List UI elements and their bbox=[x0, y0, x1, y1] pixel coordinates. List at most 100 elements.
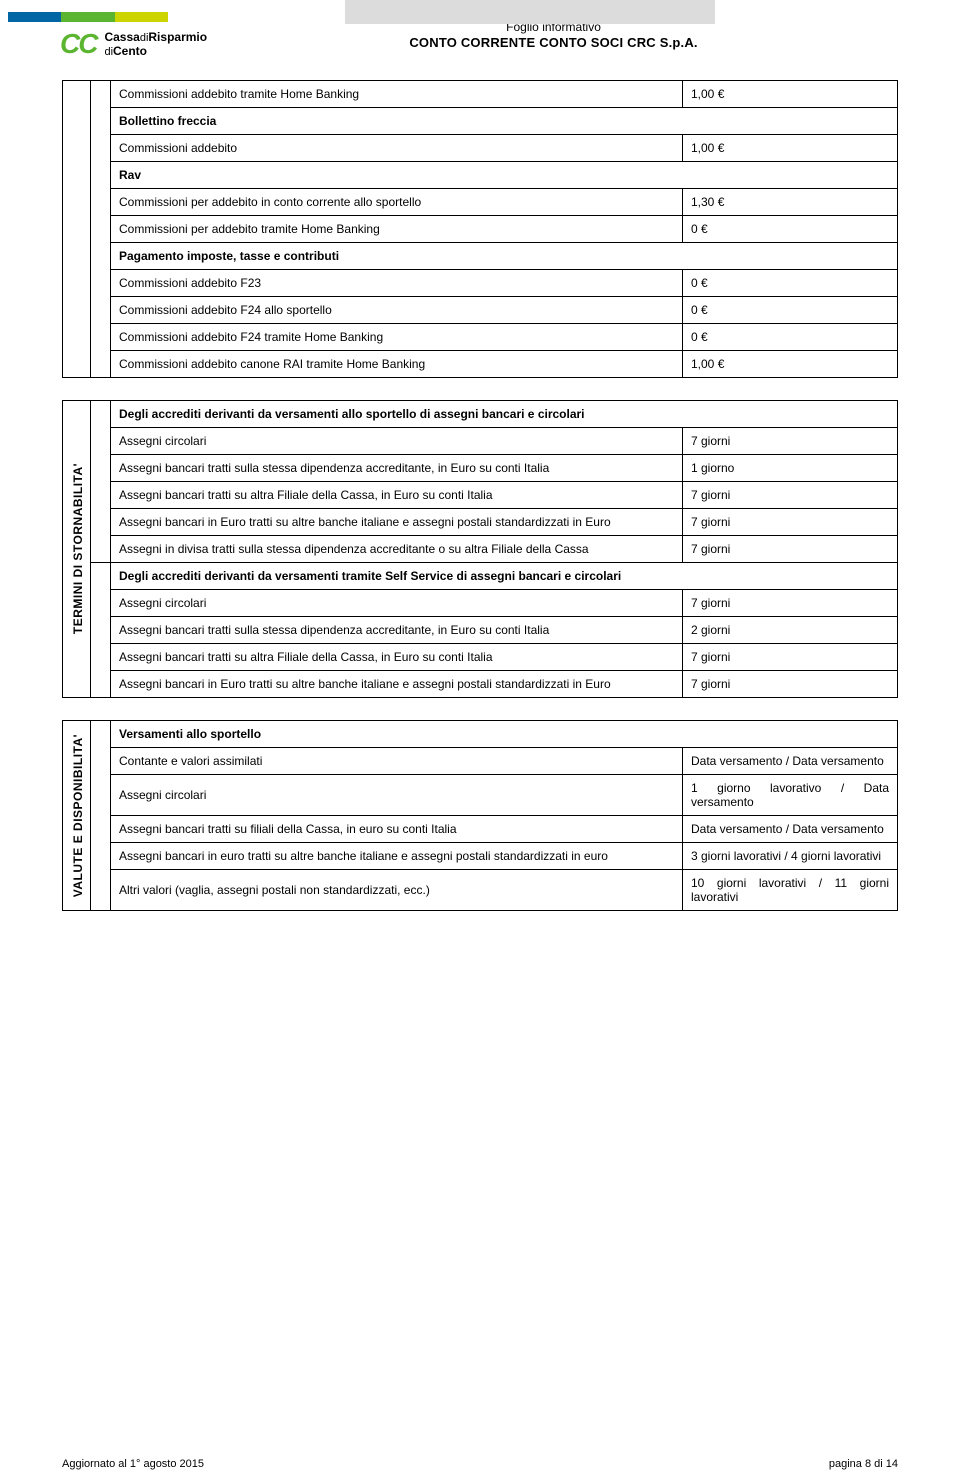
table-row: Assegni bancari in euro tratti su altre … bbox=[63, 843, 898, 870]
table-row: Commissioni addebito F24 tramite Home Ba… bbox=[63, 324, 898, 351]
row-value: 7 giorni bbox=[682, 671, 897, 698]
table-row: Degli accrediti derivanti da versamenti … bbox=[63, 563, 898, 590]
row-label: Commissioni addebito tramite Home Bankin… bbox=[111, 81, 683, 108]
row-value: 1 giorno lavorativo / Data versamento bbox=[683, 775, 898, 816]
row-value: 7 giorni bbox=[682, 509, 897, 536]
row-label: Assegni bancari tratti su filiali della … bbox=[111, 816, 683, 843]
table-row: Altri valori (vaglia, assegni postali no… bbox=[63, 870, 898, 911]
section-heading: Versamenti allo sportello bbox=[111, 721, 898, 748]
table-row: Assegni in divisa tratti sulla stessa di… bbox=[63, 536, 898, 563]
row-label: Assegni bancari tratti su altra Filiale … bbox=[111, 482, 683, 509]
side-label: VALUTE E DISPONIBILITA' bbox=[71, 734, 85, 897]
row-value: 7 giorni bbox=[682, 428, 897, 455]
row-label: Commissioni addebito F23 bbox=[111, 270, 683, 297]
row-label: Commissioni per addebito in conto corren… bbox=[111, 189, 683, 216]
table-row: Assegni circolari7 giorni bbox=[63, 428, 898, 455]
spacer-cell bbox=[91, 81, 111, 378]
row-label: Altri valori (vaglia, assegni postali no… bbox=[111, 870, 683, 911]
side-label-cell: TERMINI DI STORNABILITA' bbox=[63, 401, 91, 698]
header-title: CONTO CORRENTE CONTO SOCI CRC S.p.A. bbox=[207, 35, 900, 50]
row-label: Assegni circolari bbox=[111, 590, 683, 617]
row-label: Contante e valori assimilati bbox=[111, 748, 683, 775]
row-label: Assegni bancari in Euro tratti su altre … bbox=[111, 671, 683, 698]
table-row: Assegni bancari in Euro tratti su altre … bbox=[63, 671, 898, 698]
logo-cc-icon: CC bbox=[60, 28, 96, 60]
section-heading: Rav bbox=[111, 162, 898, 189]
table-row: Assegni bancari tratti su altra Filiale … bbox=[63, 644, 898, 671]
side-label-cell: VALUTE E DISPONIBILITA' bbox=[63, 721, 91, 911]
table-row: Assegni circolari7 giorni bbox=[63, 590, 898, 617]
row-value: 0 € bbox=[683, 324, 898, 351]
header-gray-tab bbox=[345, 0, 715, 24]
table-row: Commissioni addebito F230 € bbox=[63, 270, 898, 297]
row-value: 3 giorni lavorativi / 4 giorni lavorativ… bbox=[683, 843, 898, 870]
table-row: Bollettino freccia bbox=[63, 108, 898, 135]
page-content: Commissioni addebito tramite Home Bankin… bbox=[0, 66, 960, 919]
row-value: 1,00 € bbox=[683, 351, 898, 378]
row-label: Assegni in divisa tratti sulla stessa di… bbox=[111, 536, 683, 563]
row-value: 7 giorni bbox=[682, 590, 897, 617]
side-label: TERMINI DI STORNABILITA' bbox=[71, 463, 85, 634]
row-label: Commissioni addebito bbox=[111, 135, 683, 162]
row-label: Commissioni per addebito tramite Home Ba… bbox=[111, 216, 683, 243]
row-value: 0 € bbox=[683, 297, 898, 324]
row-value: 7 giorni bbox=[682, 482, 897, 509]
side-cell-empty bbox=[63, 81, 91, 378]
row-value: 7 giorni bbox=[682, 644, 897, 671]
row-value: Data versamento / Data versamento bbox=[683, 816, 898, 843]
section-heading: Degli accrediti derivanti da versamenti … bbox=[111, 563, 898, 590]
logo-thin-2: di bbox=[104, 46, 113, 58]
row-label: Commissioni addebito canone RAI tramite … bbox=[111, 351, 683, 378]
row-label: Assegni circolari bbox=[111, 775, 683, 816]
bank-logo: CC CassadiRisparmio diCento bbox=[60, 18, 207, 60]
stornabilita-table: TERMINI DI STORNABILITA' Degli accrediti… bbox=[62, 400, 898, 698]
table-row: Commissioni per addebito tramite Home Ba… bbox=[63, 216, 898, 243]
footer-date: Aggiornato al 1° agosto 2015 bbox=[62, 1458, 204, 1470]
section-heading: Pagamento imposte, tasse e contributi bbox=[111, 243, 898, 270]
table-row: Commissioni addebito F24 allo sportello0… bbox=[63, 297, 898, 324]
logo-word-3: Cento bbox=[113, 44, 147, 58]
commissions-table: Commissioni addebito tramite Home Bankin… bbox=[62, 80, 898, 378]
table-row: Assegni bancari tratti sulla stessa dipe… bbox=[63, 617, 898, 644]
table-row: Rav bbox=[63, 162, 898, 189]
row-label: Assegni bancari in Euro tratti su altre … bbox=[111, 509, 683, 536]
logo-text: CassadiRisparmio diCento bbox=[104, 31, 207, 58]
table-row: Commissioni per addebito in conto corren… bbox=[63, 189, 898, 216]
footer-page: pagina 8 di 14 bbox=[829, 1458, 898, 1470]
row-value: 1,00 € bbox=[683, 81, 898, 108]
row-label: Assegni bancari in euro tratti su altre … bbox=[111, 843, 683, 870]
row-value: 10 giorni lavorativi / 11 giorni lavorat… bbox=[683, 870, 898, 911]
row-label: Assegni circolari bbox=[111, 428, 683, 455]
logo-word-2: Risparmio bbox=[148, 30, 207, 44]
table-row: Commissioni addebito tramite Home Bankin… bbox=[63, 81, 898, 108]
row-value: 0 € bbox=[683, 270, 898, 297]
table-row: Assegni bancari tratti su filiali della … bbox=[63, 816, 898, 843]
spacer-cell bbox=[91, 721, 111, 911]
row-value: 1,00 € bbox=[683, 135, 898, 162]
table-row: Assegni bancari tratti sulla stessa dipe… bbox=[63, 455, 898, 482]
valute-table: VALUTE E DISPONIBILITA' Versamenti allo … bbox=[62, 720, 898, 911]
row-label: Assegni bancari tratti sulla stessa dipe… bbox=[111, 455, 683, 482]
logo-color-bar bbox=[8, 12, 168, 22]
table-row: TERMINI DI STORNABILITA' Degli accrediti… bbox=[63, 401, 898, 428]
section-heading: Degli accrediti derivanti da versamenti … bbox=[111, 401, 898, 428]
spacer-cell bbox=[91, 401, 111, 563]
table-row: Contante e valori assimilatiData versame… bbox=[63, 748, 898, 775]
row-label: Assegni bancari tratti sulla stessa dipe… bbox=[111, 617, 683, 644]
table-row: VALUTE E DISPONIBILITA' Versamenti allo … bbox=[63, 721, 898, 748]
row-label: Commissioni addebito F24 tramite Home Ba… bbox=[111, 324, 683, 351]
section-heading: Bollettino freccia bbox=[111, 108, 898, 135]
row-value: 0 € bbox=[683, 216, 898, 243]
row-value: 2 giorni bbox=[682, 617, 897, 644]
row-value: 7 giorni bbox=[682, 536, 897, 563]
table-row: Assegni circolari1 giorno lavorativo / D… bbox=[63, 775, 898, 816]
table-row: Pagamento imposte, tasse e contributi bbox=[63, 243, 898, 270]
row-value: Data versamento / Data versamento bbox=[683, 748, 898, 775]
spacer-cell bbox=[91, 563, 111, 698]
logo-word-1: Cassa bbox=[104, 30, 139, 44]
table-row: Assegni bancari in Euro tratti su altre … bbox=[63, 509, 898, 536]
table-row: Commissioni addebito1,00 € bbox=[63, 135, 898, 162]
table-row: Assegni bancari tratti su altra Filiale … bbox=[63, 482, 898, 509]
table-row: Commissioni addebito canone RAI tramite … bbox=[63, 351, 898, 378]
row-label: Assegni bancari tratti su altra Filiale … bbox=[111, 644, 683, 671]
